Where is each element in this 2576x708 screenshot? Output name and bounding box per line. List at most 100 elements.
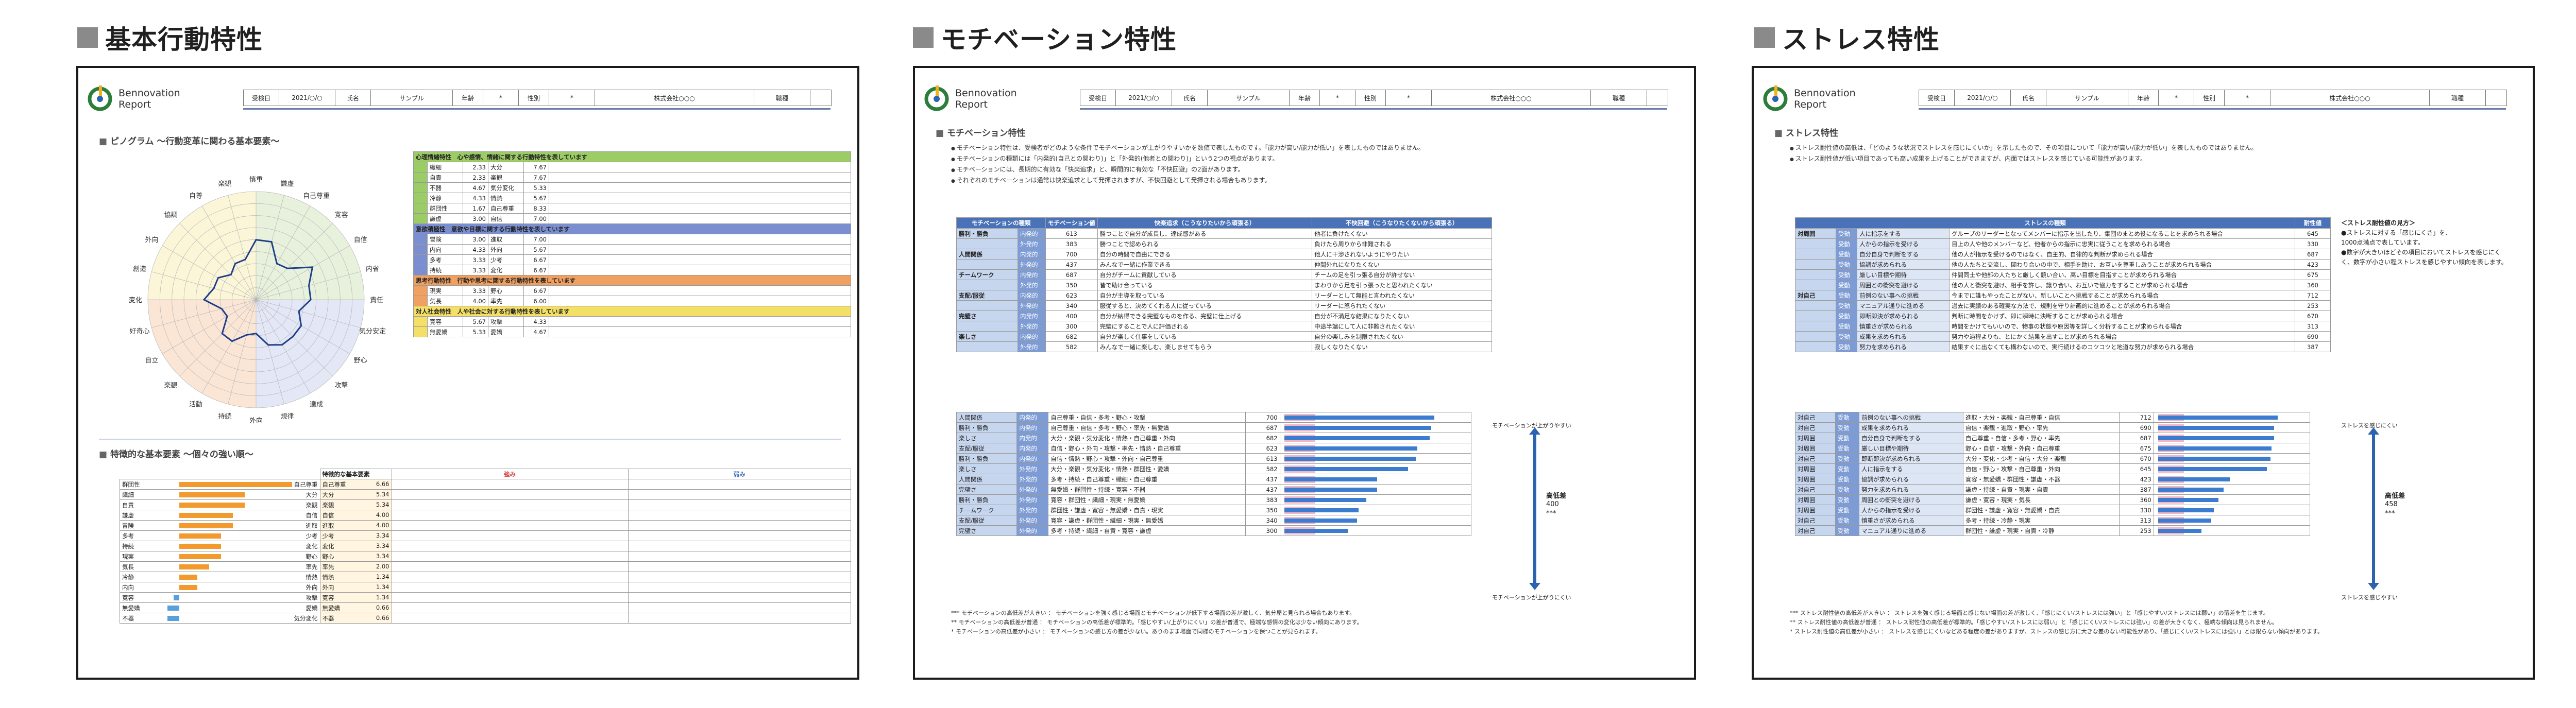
radar-label: 寛容: [334, 211, 348, 219]
radar-label: 攻撃: [334, 381, 348, 389]
strength-row: 不器 気分変化 不器 0.66: [120, 613, 851, 624]
motivation-value: 437: [1245, 474, 1280, 485]
motivation-value: 682: [1045, 331, 1098, 342]
group-desc: 意欲や目標に関する行動特性を表しています: [451, 225, 570, 233]
stress-footnotes: *** ストレス耐性値の高低差が大きい ： ストレスを強く感じる場面と感じない場…: [1790, 609, 2511, 636]
stress-value: 253: [2119, 525, 2154, 536]
header-cell: 年齢: [2128, 90, 2159, 106]
weakness-desc: [628, 561, 851, 572]
strength-right-trait: 楽観: [306, 501, 318, 509]
motivation-bar: [1284, 519, 1357, 523]
pinogram-subtitle: ピノグラム ～行動変革に関わる基本要素～: [99, 134, 279, 147]
strength-right-trait: 情熱: [306, 573, 318, 581]
motivation-value: 383: [1045, 238, 1098, 249]
stress-kind: 受動: [1835, 433, 1860, 443]
strength-value: 5.34: [376, 500, 389, 508]
header-cell: 性別: [1355, 90, 1386, 106]
stress-row: 受動 人からの指示を受ける 目上の人や他のメンバーなど、他者からの指示に忠実に従うこ…: [1795, 238, 2331, 249]
motivation-bar: [1284, 508, 1359, 512]
stress-bar-row: 対周囲 受動 自分自身で判断をする 自己尊重・自信・多考・野心・率先 687: [1795, 433, 2311, 443]
group-name: 意欲積極性: [416, 225, 446, 233]
header-cell: 氏名: [2011, 90, 2046, 106]
stress-category: 対自己: [1795, 525, 1836, 536]
strength-desc: [391, 499, 629, 510]
strength-name: 寛容: [322, 594, 334, 601]
pleasure-desc: みんなで一緒に作業できる: [1097, 259, 1313, 270]
strength-name: 不器: [322, 614, 334, 622]
radar-axis: [256, 205, 311, 300]
radar-axis: [256, 299, 333, 376]
motivation-type: 勝利・勝負: [956, 453, 1018, 464]
pleasure-desc: 自分が楽しく仕事をしている: [1097, 331, 1313, 342]
group-desc: 行動や思考に関する行動特性を表しています: [457, 277, 576, 284]
pinogram-radar-chart: 慎重謙虚自己尊重寛容自信内省責任気分安定野心攻撃達成規律外向持続活動楽観自立好奇…: [129, 176, 386, 425]
weakness-desc: [628, 499, 851, 510]
group-desc: 人や社会に対する行動特性を表しています: [457, 307, 570, 315]
trait-desc: [549, 162, 851, 172]
trait-left: 不器: [427, 182, 463, 193]
strength-row: 冒険 進取 進取 4.00: [120, 520, 851, 531]
strength-right-trait: 愛嬌: [306, 604, 318, 612]
trait-left: 寛容: [427, 316, 463, 327]
related-traits: 自信・野心・攻撃・自己尊重・外向: [1962, 463, 2120, 474]
strength-desc: [391, 479, 629, 490]
stress-type: 人に指示をする: [1857, 228, 1950, 239]
stress-type: 人に指示をする: [1859, 463, 1963, 474]
avoid-desc: チームの足を引っ張る自分が許せない: [1312, 269, 1492, 280]
header-cell: 受検日: [1080, 90, 1116, 106]
stress-row: 受動 成果を求められる 努力や過程よりも、とにかく結果を出すことが求められる場合 69…: [1795, 331, 2331, 342]
stress-value: 690: [2119, 422, 2154, 433]
strength-value: 3.34: [376, 531, 389, 539]
stress-bar-row: 対自己 受動 マニュアル通りに進める 群団性・謙虚・現実・自責・冷静 253: [1795, 525, 2311, 536]
motivation-bar-row: 人間関係 外発的 多考・持続・自己尊重・繊細・自己尊重 437: [956, 474, 1472, 485]
strength-table: 特徴的な基本要素 強み 弱み 群団性 自己尊重 自己尊重 6.66 繊細 大分 大分 5.3…: [120, 469, 851, 624]
group-row: 内向 4.33 外向 5.67: [413, 244, 851, 255]
trait-left-value: 3.00: [463, 213, 488, 224]
strength-left-trait: 自責: [122, 501, 134, 509]
stress-kind: 受動: [1836, 300, 1857, 311]
weakness-desc: [628, 489, 851, 500]
strength-row: 寛容 攻撃 寛容 1.34: [120, 592, 851, 603]
header-cell: 2021/○/○: [279, 90, 335, 106]
group-row: 不器 4.67 気分変化 5.33: [413, 182, 851, 193]
stress-category: [1795, 321, 1836, 332]
radar-axis: [256, 299, 284, 404]
motivation-row: 外発的 437 みんなで一緒に作業できる 仲間外れになりたくない: [956, 259, 1492, 270]
trait-right: 少考: [488, 254, 524, 265]
report-logo: Bennovation Report: [1763, 82, 1856, 118]
stress-bar: [2158, 467, 2267, 471]
strength-row: 繊細 大分 大分 5.34: [120, 489, 851, 500]
header-cell: サンプル: [2046, 90, 2128, 106]
radar-axis: [256, 223, 333, 300]
radar-label: 自己尊重: [303, 192, 330, 200]
header-cell: 2021/○/○: [1116, 90, 1172, 106]
stress-category: [1795, 300, 1836, 311]
stress-category: 対自己: [1795, 484, 1836, 495]
motivation-value: 383: [1245, 494, 1280, 505]
related-traits: 謙虚・持続・自責・現実・自責: [1962, 484, 2120, 495]
avoid-desc: 自分の楽しみを制限されたくない: [1312, 331, 1492, 342]
strength-desc: [391, 572, 629, 582]
stress-type: 即断即決が求められる: [1859, 453, 1963, 464]
logo-text: Report: [1794, 99, 1826, 110]
radar-label: 自立: [145, 357, 158, 365]
trait-left-value: 5.67: [463, 316, 488, 327]
stress-desc: 他の人たちと交流し、関わり合いの中で、相手を助け、お互いを尊重しあうことが求めら…: [1949, 259, 2295, 270]
avoid-desc: 寂しくなりたくない: [1312, 341, 1492, 352]
motivation-bar-row: チームワーク 外発的 群団性・謙虚・寛容・無愛嬌・自責・現実 350: [956, 505, 1472, 515]
avoid-desc: 他者に負けたくない: [1312, 228, 1492, 239]
motivation-type: 人間関係: [956, 249, 1018, 260]
motivation-value: 300: [1045, 321, 1098, 332]
trait-right-value: 7.00: [523, 213, 549, 224]
strength-desc: [391, 520, 629, 531]
motivation-kind: 内発的: [1018, 228, 1046, 239]
stress-row: 受動 即断即決が求められる 判断に時間をかけず、即に瞬時に決断することが求められる場…: [1795, 310, 2331, 321]
stress-value: 423: [2119, 474, 2154, 485]
stress-category: 対自己: [1795, 422, 1836, 433]
trait-left: 多考: [427, 254, 463, 265]
header-cell: *: [2225, 90, 2270, 106]
stress-desc: 判断に時間をかけず、即に瞬時に決断することが求められる場合: [1949, 310, 2295, 321]
stress-bar: [2158, 426, 2275, 430]
stress-bar-row: 対自己 受動 前例のない事への挑戦 進取・大分・楽観・自己尊重・自信 712: [1795, 412, 2311, 423]
group-row: 冒険 3.00 進取 7.00: [413, 234, 851, 245]
